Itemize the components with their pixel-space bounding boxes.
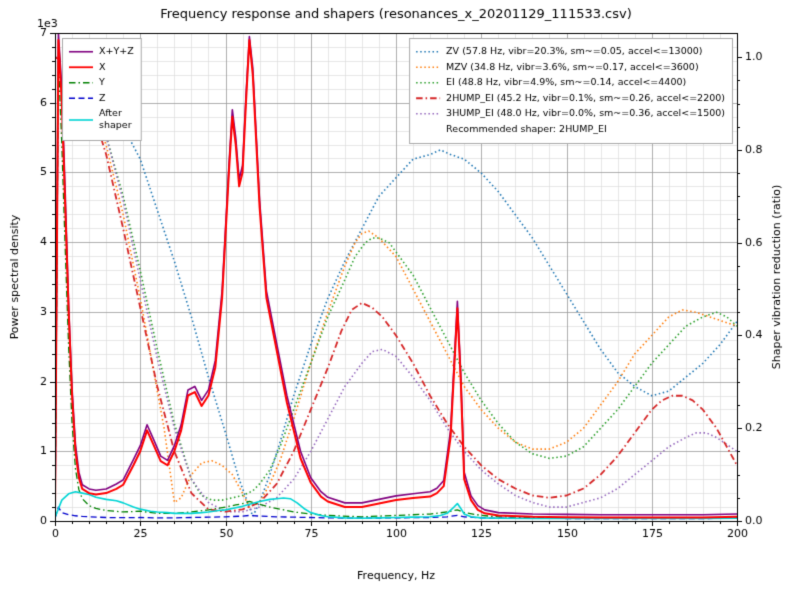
frequency-response-figure: Frequency response and shapers (resonanc… [0,0,800,600]
frequency-response-chart-canvas [0,0,800,600]
